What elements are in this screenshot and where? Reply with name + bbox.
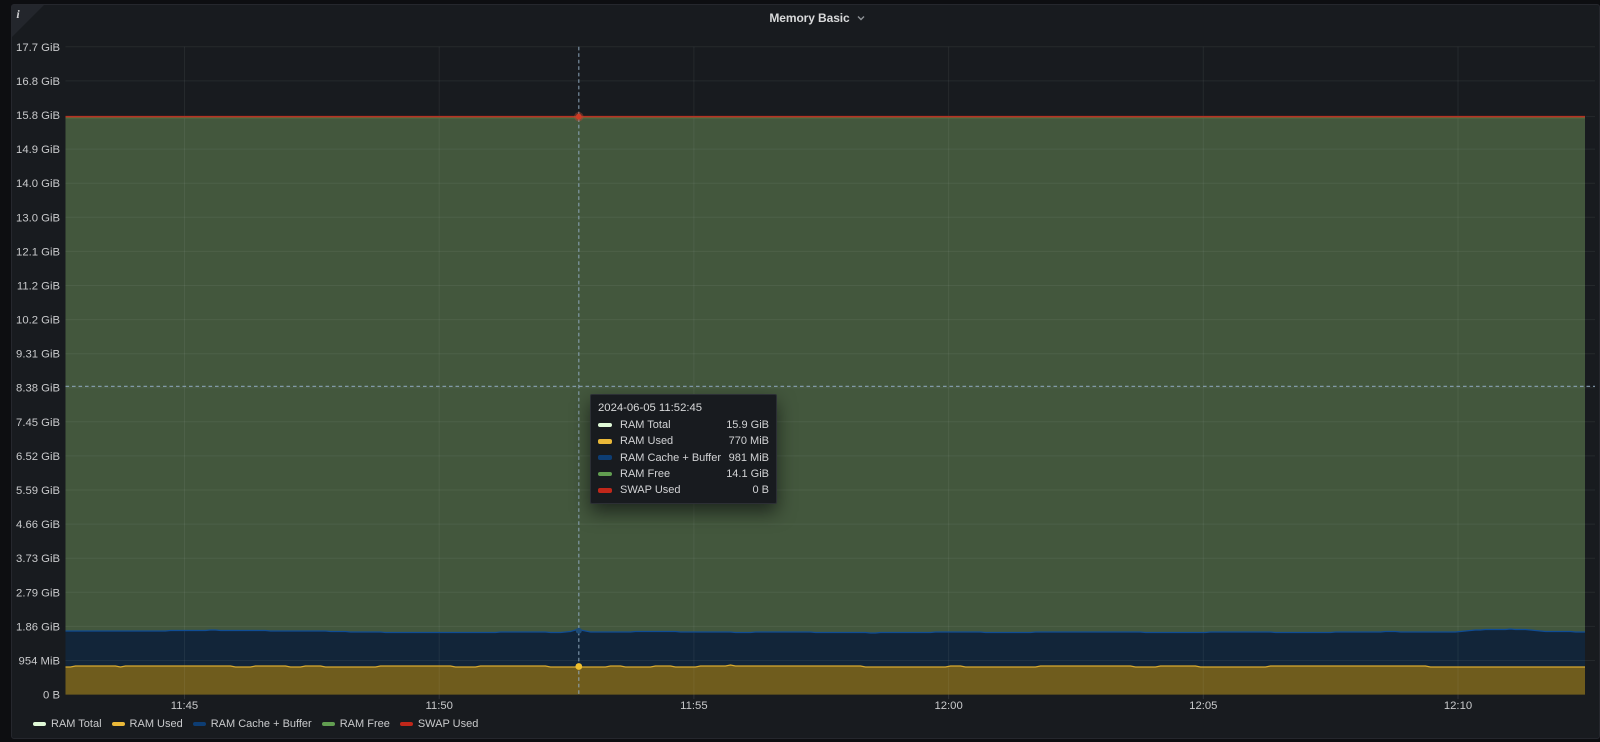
svg-text:12:00: 12:00 (934, 700, 962, 712)
svg-text:11:50: 11:50 (425, 700, 452, 712)
svg-text:12:05: 12:05 (1189, 700, 1217, 712)
svg-text:12.1 GiB: 12.1 GiB (16, 246, 60, 258)
svg-text:5.59 GiB: 5.59 GiB (16, 485, 60, 497)
svg-text:6.52 GiB: 6.52 GiB (16, 451, 60, 463)
svg-text:3.73 GiB: 3.73 GiB (16, 553, 60, 565)
svg-text:954 MiB: 954 MiB (19, 656, 60, 668)
svg-text:4.66 GiB: 4.66 GiB (16, 519, 60, 531)
svg-text:0 B: 0 B (43, 690, 60, 702)
svg-text:16.8 GiB: 16.8 GiB (16, 76, 60, 88)
svg-text:7.45 GiB: 7.45 GiB (16, 417, 60, 429)
svg-text:8.38 GiB: 8.38 GiB (16, 383, 60, 395)
svg-text:1.86 GiB: 1.86 GiB (16, 621, 60, 633)
svg-text:11:55: 11:55 (680, 700, 707, 712)
svg-text:17.7 GiB: 17.7 GiB (16, 42, 60, 54)
svg-text:11.2 GiB: 11.2 GiB (17, 281, 60, 293)
svg-text:14.9 GiB: 14.9 GiB (16, 144, 60, 156)
svg-text:15.8 GiB: 15.8 GiB (16, 110, 60, 122)
svg-text:11:45: 11:45 (171, 700, 198, 712)
svg-text:10.2 GiB: 10.2 GiB (16, 315, 60, 327)
svg-text:12:10: 12:10 (1444, 700, 1472, 712)
svg-text:9.31 GiB: 9.31 GiB (16, 349, 60, 361)
svg-text:13.0 GiB: 13.0 GiB (16, 212, 60, 224)
svg-text:2.79 GiB: 2.79 GiB (16, 587, 60, 599)
svg-text:14.0 GiB: 14.0 GiB (16, 178, 60, 190)
